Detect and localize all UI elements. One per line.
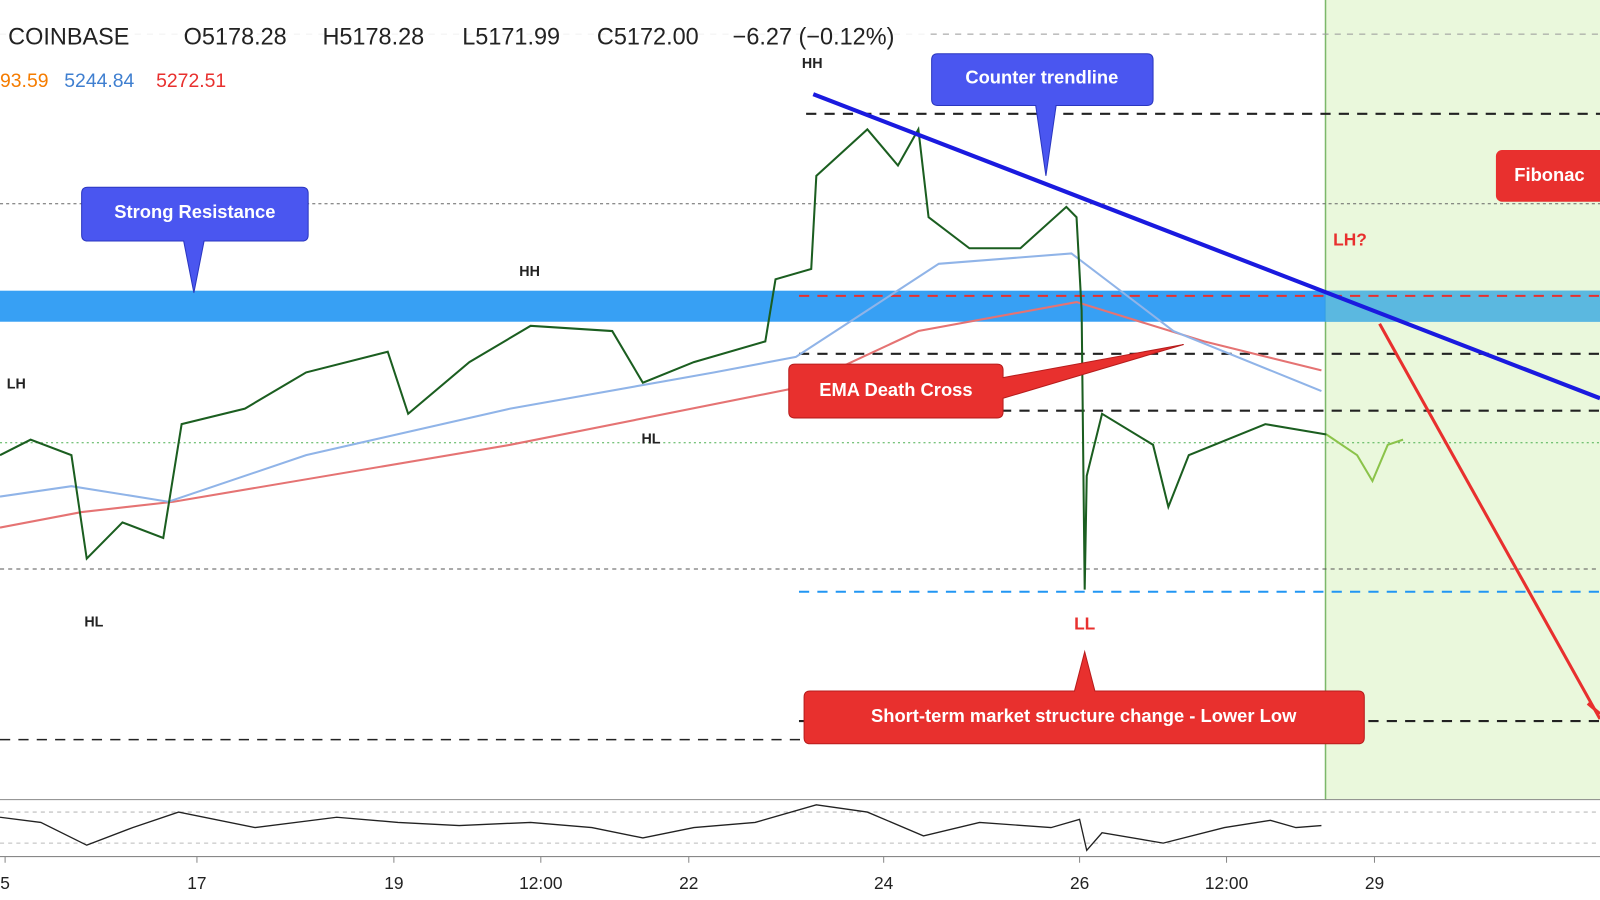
callout-box	[788, 343, 1184, 419]
swing-label: HH	[802, 56, 823, 72]
ohlc-change: −6.27 (−0.12%)	[733, 24, 895, 50]
x-tick-label: 24	[874, 873, 894, 893]
ohlc-low: L5171.99	[462, 24, 560, 50]
x-axis: 5 17 19 12:00 22 24 26 12:00 29	[0, 856, 1384, 893]
ema-value: 93.59	[0, 70, 49, 92]
swing-label: LH	[7, 377, 26, 393]
callout-text: Strong Resistance	[114, 201, 275, 222]
price-line-zone	[1325, 433, 1404, 484]
counter-trendline	[812, 92, 1600, 401]
callout-text: Counter trendline	[965, 66, 1118, 87]
ohlc-open: O5178.28	[184, 24, 287, 50]
callout-text: EMA Death Cross	[819, 379, 972, 400]
x-tick-label: 12:00	[1205, 873, 1249, 893]
callout-text: Fibonac	[1514, 164, 1584, 185]
forecast-zone	[1325, 0, 1600, 800]
header-bg	[0, 20, 929, 54]
swing-label: LH?	[1333, 230, 1367, 250]
x-tick-label: 5	[0, 873, 10, 893]
price-line	[0, 126, 1327, 590]
swing-label: LL	[1074, 613, 1096, 633]
rsi-line	[0, 804, 1322, 852]
x-tick-label: 17	[187, 873, 206, 893]
projection-arrow	[1378, 323, 1600, 720]
swing-label: HH	[519, 264, 540, 280]
exchange: COINBASE	[8, 24, 129, 50]
arrow-head	[1586, 702, 1600, 715]
callout-box	[1495, 150, 1600, 202]
x-tick-label: 12:00	[519, 873, 563, 893]
ohlc-close: C5172.00	[597, 24, 699, 50]
ohlc-high: H5178.28	[322, 24, 424, 50]
swing-label: HL	[84, 614, 103, 630]
x-tick-label: 29	[1365, 873, 1384, 893]
ema-mid-line	[0, 252, 1322, 503]
callout-box	[931, 53, 1154, 176]
ema-slow-line	[0, 301, 1322, 529]
callout-text: Short-term market structure change - Low…	[871, 705, 1297, 726]
ema-value: 5244.84	[64, 70, 134, 92]
callout-box	[803, 649, 1365, 745]
ema-value: 5272.51	[156, 70, 226, 92]
x-tick-label: 26	[1070, 873, 1089, 893]
swing-label: HL	[642, 431, 661, 447]
x-tick-label: 19	[384, 873, 403, 893]
x-tick-label: 22	[679, 873, 698, 893]
callout-box	[81, 186, 309, 293]
